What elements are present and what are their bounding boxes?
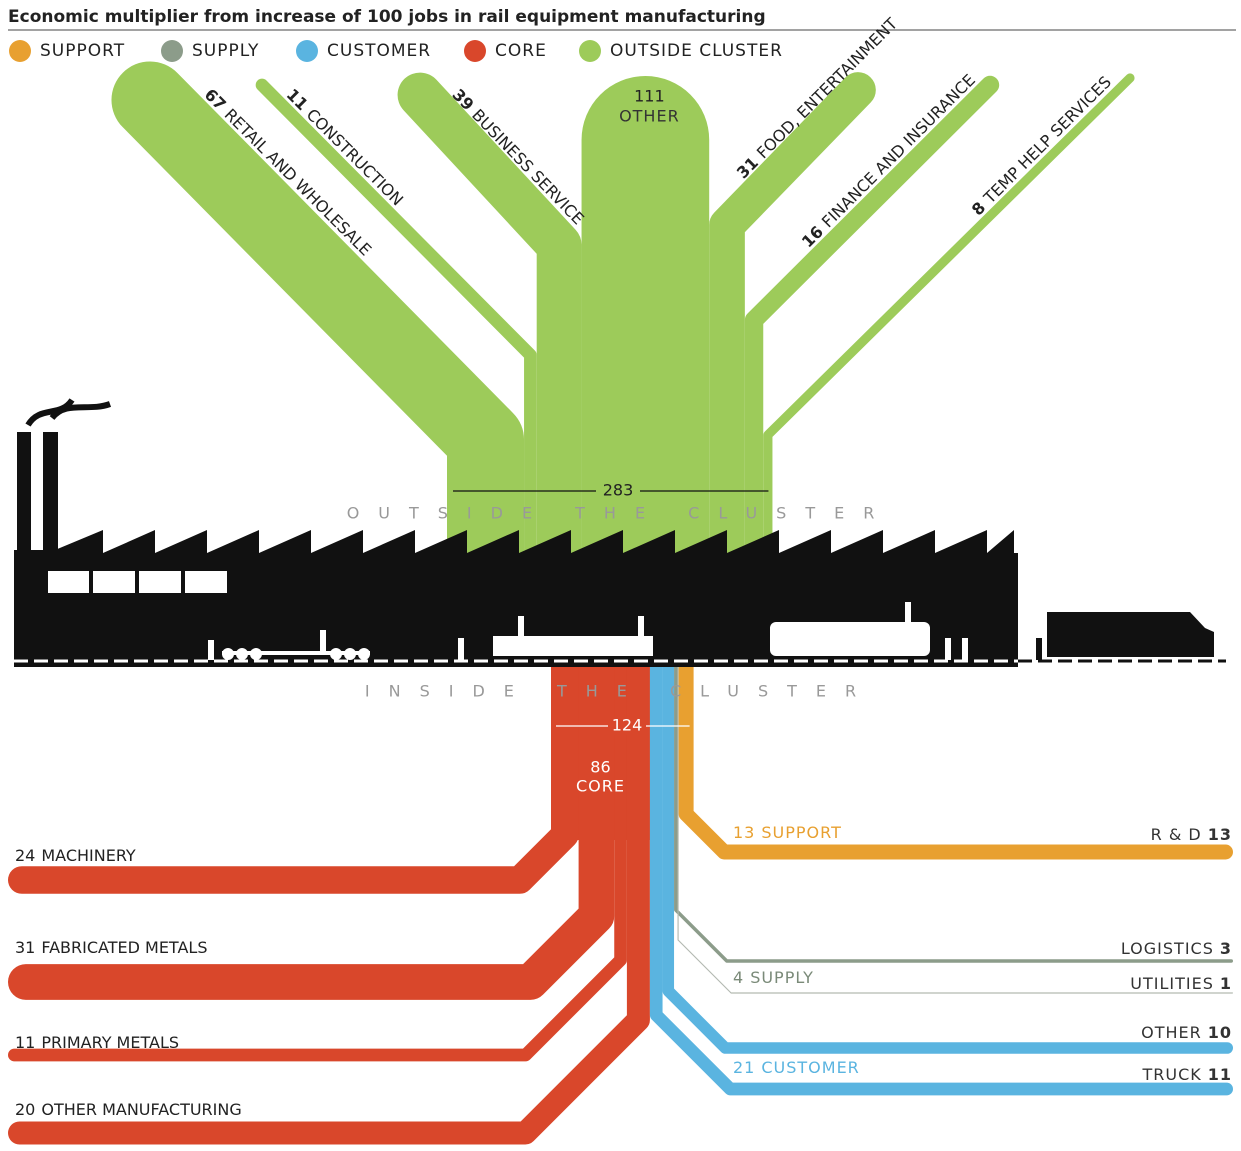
flow-core (8, 648, 650, 1145)
legend-swatch (296, 40, 318, 62)
label-text: MACHINERY (41, 846, 136, 865)
wheels (222, 648, 370, 660)
label-text: SUPPORT (761, 823, 841, 842)
window (48, 571, 89, 593)
chimney (43, 432, 58, 557)
group-label: 4 SUPPLY (733, 968, 814, 987)
legend-swatch (579, 40, 601, 62)
flow-outside (744, 75, 1000, 610)
label-text: 4 (733, 968, 744, 987)
measure-bg (596, 482, 640, 500)
group-label: 13 SUPPORT (733, 823, 842, 842)
label-number: 3 (1220, 939, 1232, 958)
group-label: 21 CUSTOMER (733, 1058, 860, 1077)
railcar (493, 636, 653, 656)
factory (14, 398, 1226, 667)
flow-customer (662, 654, 1233, 1054)
label-text: CUSTOMER (761, 1058, 859, 1077)
locomotive (1047, 612, 1214, 657)
legend-label: CUSTOMER (327, 41, 431, 61)
flow-outside (255, 78, 537, 607)
legend-label: CORE (495, 41, 547, 61)
right-branch-label: TRUCK 11 (1141, 1065, 1232, 1084)
flow-core (7, 653, 627, 1062)
legend-swatch (161, 40, 183, 62)
legend-label: SUPPORT (40, 41, 125, 61)
core-label: CORE (576, 777, 625, 796)
title: Economic multiplier from increase of 100… (8, 7, 766, 27)
measure-bg (608, 717, 646, 735)
label-text: 11 (15, 1033, 35, 1052)
flow-supply (674, 658, 1234, 963)
flow-outside (397, 72, 582, 623)
core-branch-label: 31 FABRICATED METALS (15, 938, 207, 957)
label-text: OTHER (1141, 1023, 1202, 1042)
label-number: 111 (634, 87, 665, 106)
legend-label: SUPPLY (192, 41, 259, 61)
label-number: 1 (1220, 974, 1232, 993)
right-branch-label: LOGISTICS 3 (1121, 939, 1232, 958)
region-label: OUTSIDE THE CLUSTER (347, 504, 894, 523)
flow-customer (649, 653, 1234, 1096)
right-branch-label: UTILITIES 1 (1130, 974, 1232, 993)
label-text: LOGISTICS (1121, 939, 1214, 958)
measure-label: 124 (612, 716, 643, 735)
workers (208, 602, 968, 660)
right-branch-label: OTHER 10 (1141, 1023, 1232, 1042)
label-text: OTHER (619, 107, 680, 126)
label-number: 11 (1208, 1065, 1232, 1084)
label-text: FABRICATED METALS (41, 938, 207, 957)
label-text: TEMP HELP SERVICES (979, 72, 1115, 208)
worker (1036, 638, 1042, 660)
legend-swatch (464, 40, 486, 62)
flow-supply (677, 659, 1234, 994)
chimney (17, 432, 31, 557)
label-text: OTHER MANUFACTURING (41, 1100, 241, 1119)
label-text: 20 (15, 1100, 35, 1119)
flow-core (8, 646, 579, 894)
label-text: SUPPLY (750, 968, 814, 987)
window (139, 571, 181, 593)
railcar (770, 622, 930, 656)
flow-support (678, 652, 1234, 860)
label-text: TRUCK (1141, 1065, 1201, 1084)
label-number: 10 (1208, 1023, 1232, 1042)
smoke (25, 398, 112, 427)
label-number: 13 (1208, 825, 1232, 844)
label-text: 31 (15, 938, 35, 957)
flatcar (222, 651, 370, 655)
legend-swatch (9, 40, 31, 62)
flow-outside (709, 72, 876, 618)
label-text: R & D (1151, 825, 1202, 844)
flow-core (8, 642, 615, 1000)
measure-label: 283 (603, 481, 634, 500)
label-text: UTILITIES (1130, 974, 1214, 993)
flow-outside (111, 61, 525, 639)
factory-body (14, 530, 1018, 667)
label-text: 13 (733, 823, 755, 842)
label-text: PRIMARY METALS (41, 1033, 179, 1052)
label-text: 21 (733, 1058, 755, 1077)
region-label: INSIDE THE CLUSTER (365, 682, 875, 701)
legend-label: OUTSIDE CLUSTER (610, 41, 783, 61)
core-branch-label: 11 PRIMARY METALS (15, 1033, 179, 1052)
core-value: 86 (590, 758, 610, 777)
right-branch-label: R & D 13 (1151, 825, 1232, 844)
label-text: 24 (15, 846, 35, 865)
window (93, 571, 135, 593)
core-branch-label: 24 MACHINERY (15, 846, 136, 865)
window (185, 571, 227, 593)
core-branch-label: 20 OTHER MANUFACTURING (15, 1100, 242, 1119)
